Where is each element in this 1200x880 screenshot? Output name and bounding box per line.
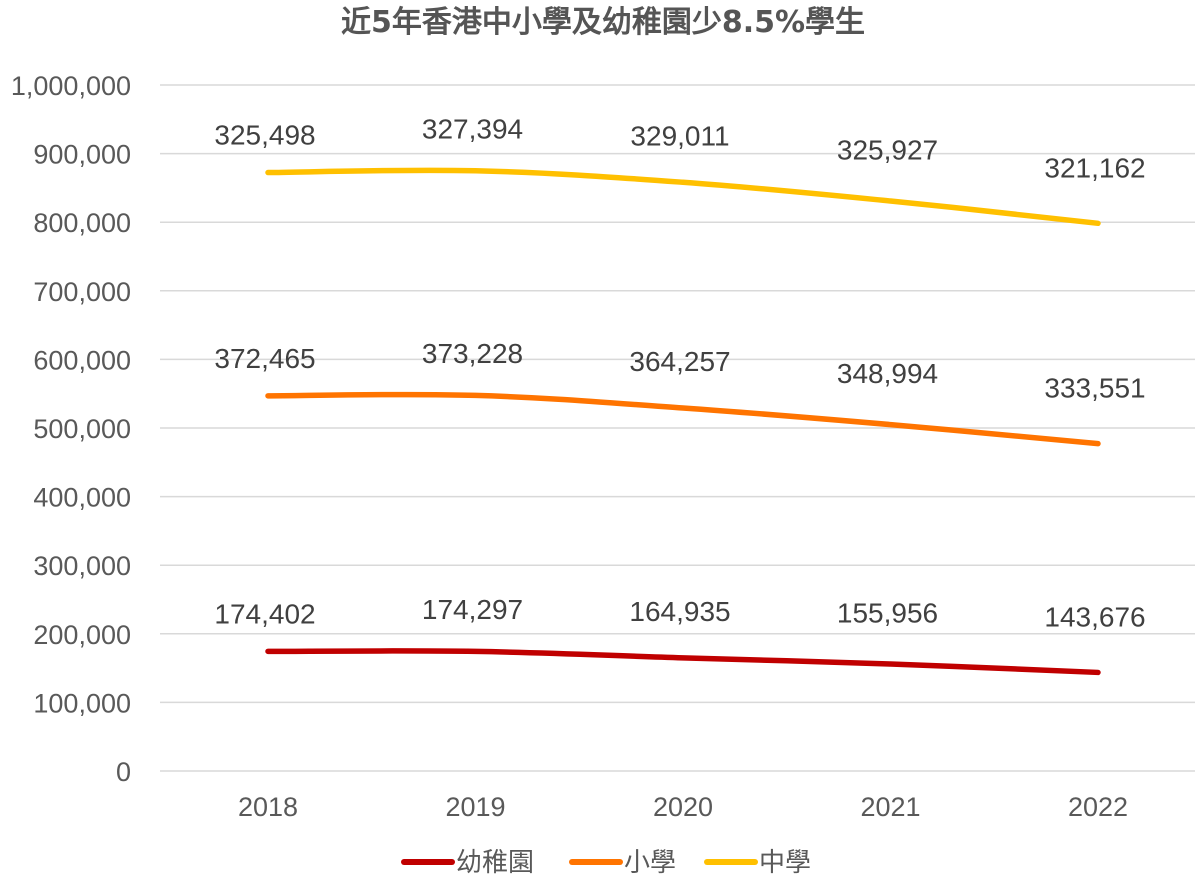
series-line-primary	[265, 391, 1101, 447]
x-tick-label: 2020	[653, 792, 713, 822]
x-tick-label: 2019	[445, 792, 505, 822]
gridlines	[160, 84, 1195, 772]
data-label: 325,498	[214, 120, 315, 151]
data-label: 174,297	[422, 594, 523, 625]
data-label: 321,162	[1044, 152, 1145, 183]
y-tick-label: 700,000	[33, 277, 131, 307]
x-axis-ticks: 2018 2019 2020 2021 2022	[238, 792, 1128, 822]
data-label: 143,676	[1044, 601, 1145, 632]
x-tick-label: 2018	[238, 792, 298, 822]
y-tick-label: 200,000	[33, 620, 131, 650]
data-label: 327,394	[422, 113, 523, 144]
y-axis-ticks: 0 100,000 200,000 300,000 400,000 500,000 600,…	[11, 71, 131, 787]
y-tick-label: 400,000	[33, 483, 131, 513]
legend-label: 幼稚園	[456, 848, 534, 878]
y-tick-label: 500,000	[33, 414, 131, 444]
y-tick-label: 1,000,000	[11, 71, 131, 101]
data-label: 164,935	[629, 596, 730, 627]
chart-title: 近5年香港中小學及幼稚園少8.5%學生	[341, 5, 865, 40]
y-tick-label: 800,000	[33, 208, 131, 238]
x-tick-label: 2021	[860, 792, 920, 822]
y-tick-label: 300,000	[33, 551, 131, 581]
data-labels: 174,402 174,297 164,935 155,956 143,676 372,4…	[214, 113, 1145, 632]
data-label: 372,465	[214, 343, 315, 374]
data-label: 373,228	[422, 338, 523, 369]
legend-label: 中學	[759, 848, 811, 878]
series-lines	[265, 167, 1101, 676]
data-label: 333,551	[1044, 373, 1145, 404]
series-line-kindergarten	[265, 648, 1101, 676]
y-tick-label: 100,000	[33, 688, 131, 718]
data-label: 174,402	[214, 598, 315, 629]
y-tick-label: 0	[116, 757, 131, 787]
data-label: 348,994	[837, 358, 938, 389]
y-tick-label: 600,000	[33, 345, 131, 375]
data-label: 364,257	[629, 346, 730, 377]
legend: 幼稚園 小學 中學	[401, 848, 811, 878]
series-line-secondary	[265, 167, 1101, 227]
data-label: 329,011	[630, 120, 729, 151]
x-tick-label: 2022	[1068, 792, 1128, 822]
y-tick-label: 900,000	[33, 140, 131, 170]
data-label: 155,956	[837, 598, 938, 629]
data-label: 325,927	[837, 135, 938, 166]
legend-label: 小學	[624, 848, 676, 878]
